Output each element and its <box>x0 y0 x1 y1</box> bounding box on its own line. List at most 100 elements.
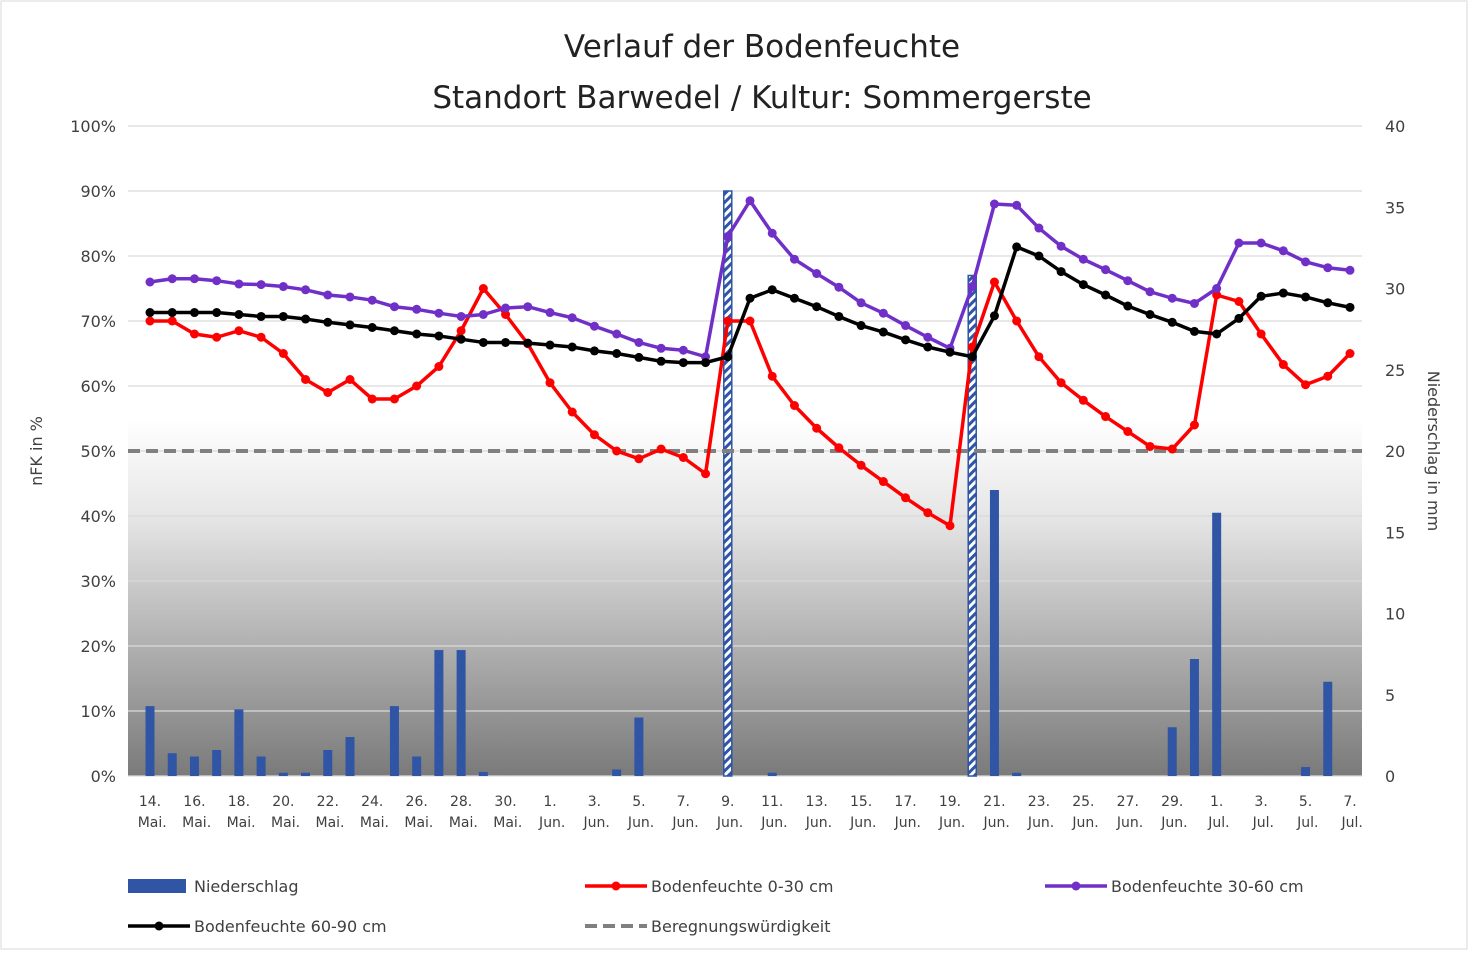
bar <box>1301 767 1311 776</box>
point <box>634 337 644 347</box>
point <box>1189 298 1199 308</box>
chart-title: Verlauf der Bodenfeuchte <box>564 29 960 65</box>
x-tick-line: Jun. <box>712 815 743 831</box>
point <box>1034 251 1044 261</box>
point <box>1323 298 1333 308</box>
point <box>256 332 266 342</box>
point <box>1123 276 1133 286</box>
bar <box>1167 727 1177 776</box>
bar <box>167 753 177 776</box>
point <box>1212 329 1222 339</box>
point <box>856 321 866 331</box>
point <box>612 349 622 358</box>
x-tick-line: 28. <box>450 794 472 810</box>
x-tick-label: 24. Mai. <box>355 794 388 831</box>
point <box>189 274 199 284</box>
point <box>789 293 799 303</box>
legend-marker <box>154 921 164 931</box>
point <box>212 276 222 286</box>
point <box>656 343 666 353</box>
point <box>1145 287 1155 297</box>
bar <box>1323 681 1333 776</box>
x-tick-line: 7. <box>677 794 690 810</box>
point <box>1056 241 1066 251</box>
bar <box>278 772 288 776</box>
point <box>301 314 311 324</box>
x-tick-label: 20. Mai. <box>267 794 300 831</box>
point <box>389 302 399 312</box>
point <box>434 331 444 341</box>
x-tick-line: 19. <box>939 794 961 810</box>
y2-tick-label: 20 <box>1385 442 1405 461</box>
point <box>323 317 333 327</box>
point <box>1167 317 1177 327</box>
bar <box>389 706 399 776</box>
point <box>1145 310 1155 319</box>
point <box>367 295 377 305</box>
y2-tick-label: 25 <box>1385 361 1405 380</box>
point <box>767 371 777 381</box>
y2-axis-label: Niederschlag in mm <box>1424 371 1443 531</box>
point <box>989 311 999 321</box>
x-tick-label: 13. Jun. <box>801 794 832 831</box>
point <box>301 285 311 295</box>
point <box>878 308 888 318</box>
legend-swatch <box>128 879 186 893</box>
point <box>456 334 466 344</box>
point <box>145 277 155 287</box>
point <box>256 311 266 321</box>
irrigation-bar <box>723 190 733 777</box>
point <box>412 329 422 339</box>
point <box>656 356 666 366</box>
bar <box>1189 659 1199 776</box>
point <box>656 444 666 454</box>
point <box>945 521 955 531</box>
bar <box>189 756 199 776</box>
x-tick-line: 13. <box>806 794 828 810</box>
bar <box>301 772 311 776</box>
bar <box>634 717 644 776</box>
x-tick-line: Jun. <box>1112 815 1143 831</box>
y-axis-label: nFK in % <box>27 416 46 486</box>
point <box>1056 378 1066 388</box>
point <box>456 311 466 321</box>
legend-marker <box>1071 881 1081 891</box>
point <box>1212 284 1222 293</box>
x-tick-label: 3. Jun. <box>579 794 610 831</box>
point <box>1078 254 1088 264</box>
point <box>767 285 777 295</box>
legend-label: Bodenfeuchte 0-30 cm <box>651 877 833 896</box>
point <box>834 311 844 321</box>
bar <box>767 772 777 776</box>
point <box>434 308 444 318</box>
point <box>1345 265 1355 275</box>
point <box>278 349 288 358</box>
point <box>1256 329 1266 339</box>
point <box>745 316 755 326</box>
x-tick-line: Jun. <box>757 815 788 831</box>
point <box>145 308 155 318</box>
point <box>1012 316 1022 326</box>
y2-tick-label: 40 <box>1385 117 1405 136</box>
x-tick-label: 30. Mai. <box>489 794 522 831</box>
point <box>1301 380 1311 390</box>
point <box>723 316 733 326</box>
point <box>367 323 377 332</box>
y-tick-label: 50% <box>80 442 116 461</box>
y-tick-label: 70% <box>80 312 116 331</box>
x-tick-label: 26. Mai. <box>400 794 433 831</box>
x-tick-label: 18. Mai. <box>222 794 255 831</box>
x-tick-line: Mai. <box>444 815 477 831</box>
x-tick-label: 28. Mai. <box>444 794 477 831</box>
x-tick-line: 29. <box>1161 794 1183 810</box>
point <box>1145 441 1155 451</box>
point <box>389 394 399 404</box>
bar <box>434 650 444 776</box>
x-tick-line: 27. <box>1117 794 1139 810</box>
x-tick-line: Mai. <box>133 815 166 831</box>
x-tick-line: 11. <box>761 794 783 810</box>
point <box>834 443 844 453</box>
x-tick-label: 15. Jun. <box>846 794 877 831</box>
bar <box>212 750 222 776</box>
x-tick-line: 1. <box>1210 794 1223 810</box>
